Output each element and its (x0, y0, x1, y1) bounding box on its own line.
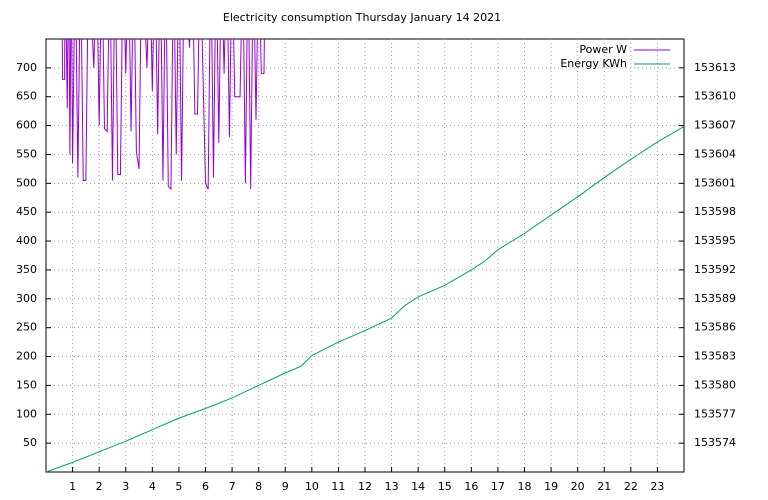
x-tick-label: 11 (331, 480, 345, 493)
x-tick-label: 6 (202, 480, 209, 493)
y-tick-label: 650 (16, 90, 37, 103)
x-tick-label: 13 (385, 480, 399, 493)
x-tick-label: 7 (229, 480, 236, 493)
x-tick-label: 16 (464, 480, 478, 493)
x-tick-label: 23 (650, 480, 664, 493)
x-tick-label: 8 (255, 480, 262, 493)
y2-tick-label: 153580 (694, 378, 736, 391)
y-tick-label: 100 (16, 407, 37, 420)
y2-tick-label: 153601 (694, 176, 736, 189)
y2-tick-label: 153583 (694, 350, 736, 363)
y-tick-label: 700 (16, 61, 37, 74)
legend-label: Energy KWh (560, 57, 627, 70)
y2-tick-label: 153613 (694, 61, 736, 74)
y-tick-label: 50 (23, 436, 37, 449)
y2-tick-label: 153604 (694, 147, 736, 160)
y-tick-label: 450 (16, 205, 37, 218)
legend-label: Power W (579, 43, 627, 56)
y2-tick-label: 153610 (694, 90, 736, 103)
y2-tick-label: 153589 (694, 292, 736, 305)
y-tick-label: 350 (16, 263, 37, 276)
x-tick-label: 21 (597, 480, 611, 493)
x-tick-label: 2 (96, 480, 103, 493)
y-tick-label: 200 (16, 350, 37, 363)
line-series (61, 39, 265, 191)
x-tick-label: 17 (491, 480, 505, 493)
y2-tick-label: 153577 (694, 407, 736, 420)
y2-tick-label: 153586 (694, 321, 736, 334)
x-tick-label: 10 (305, 480, 319, 493)
x-tick-label: 3 (122, 480, 129, 493)
y-tick-label: 550 (16, 147, 37, 160)
y2-tick-label: 153574 (694, 436, 736, 449)
x-tick-label: 20 (571, 480, 585, 493)
x-tick-label: 18 (518, 480, 532, 493)
y-tick-label: 600 (16, 119, 37, 132)
x-tick-label: 19 (544, 480, 558, 493)
y-tick-label: 150 (16, 378, 37, 391)
line-series (46, 126, 684, 472)
x-tick-label: 14 (411, 480, 425, 493)
y-tick-label: 300 (16, 292, 37, 305)
chart-title: Electricity consumption Thursday January… (223, 11, 501, 24)
y2-tick-label: 153595 (694, 234, 736, 247)
y-tick-label: 500 (16, 176, 37, 189)
y-tick-label: 400 (16, 234, 37, 247)
plot-area (46, 39, 684, 472)
y2-tick-label: 153607 (694, 119, 736, 132)
y2-tick-label: 153598 (694, 205, 736, 218)
y-tick-label: 250 (16, 321, 37, 334)
y2-tick-label: 153592 (694, 263, 736, 276)
x-tick-label: 22 (624, 480, 638, 493)
x-tick-label: 5 (175, 480, 182, 493)
x-tick-label: 15 (438, 480, 452, 493)
x-tick-label: 4 (149, 480, 156, 493)
x-tick-label: 1 (69, 480, 76, 493)
x-tick-label: 12 (358, 480, 372, 493)
x-tick-label: 9 (282, 480, 289, 493)
